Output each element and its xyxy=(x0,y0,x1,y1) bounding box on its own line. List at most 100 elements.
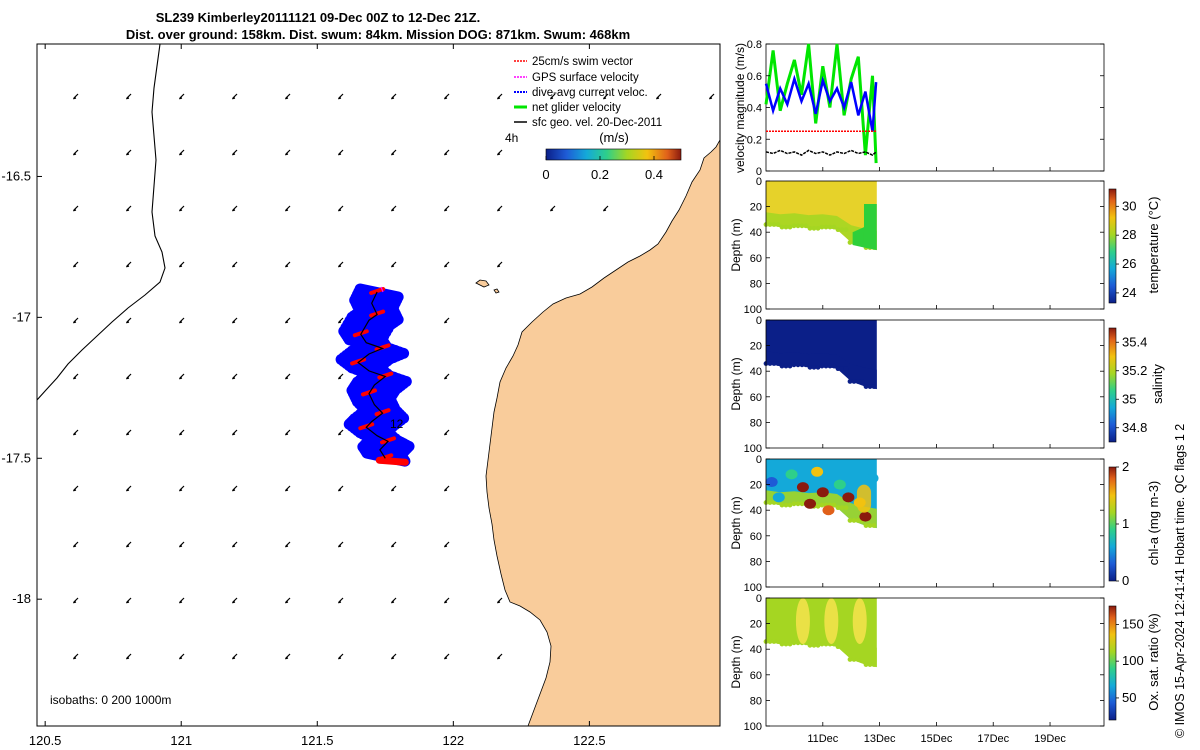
sfc-velocity-arrow-head xyxy=(497,265,501,268)
sfc-velocity-arrow-head xyxy=(126,657,130,660)
oxygen-edge-dot xyxy=(855,657,861,662)
temperature-ylabel: Depth (m) xyxy=(729,218,743,271)
oxygen-edge-dot xyxy=(823,641,829,647)
sfc-velocity-arrow-head xyxy=(444,209,448,212)
sfc-velocity-arrow xyxy=(338,541,344,547)
sfc-velocity-arrow xyxy=(709,93,715,99)
oxygen-y-tick-label: 100 xyxy=(744,721,762,733)
chla-edge-dot xyxy=(835,505,841,511)
map-colorbar-tick-label: 0 xyxy=(542,167,549,182)
sfc-velocity-arrow xyxy=(73,261,79,267)
oxygen-edge-dot xyxy=(871,662,877,667)
sfc-velocity-arrow xyxy=(232,429,238,435)
sfc-velocity-arrow xyxy=(497,597,503,603)
chla-patch xyxy=(816,487,829,498)
map-x-tick-label: 122 xyxy=(442,733,464,748)
map-y-tick-label: -17.5 xyxy=(1,450,31,465)
map-colorbar-tick-label: 0.2 xyxy=(591,167,609,182)
sfc-velocity-arrow xyxy=(179,93,185,99)
legend-sfc: sfc geo. vel. 20-Dec-2011 xyxy=(532,117,662,129)
sfc-velocity-arrow-head xyxy=(232,601,236,604)
sfc-velocity-arrow xyxy=(232,653,238,659)
temperature-edge-dot xyxy=(779,224,785,230)
salinity-deep-field xyxy=(766,351,877,390)
legend-gps: GPS surface velocity xyxy=(532,72,639,84)
sfc-velocity-arrow-head xyxy=(338,377,342,380)
chla-frame xyxy=(765,458,1105,588)
velocity-y-tick-label: 0.2 xyxy=(747,134,762,146)
sfc-velocity-arrow-head xyxy=(497,601,501,604)
title-line-2: Dist. over ground: 158km. Dist. swum: 84… xyxy=(126,27,630,42)
chla-colorbar-tick-label: 0 xyxy=(1122,573,1129,588)
sfc-velocity-arrow-head xyxy=(179,97,183,100)
sfc-velocity-arrow xyxy=(73,317,79,323)
salinity-y-tick-label: 40 xyxy=(750,366,762,378)
salinity-edge-dot xyxy=(807,364,813,370)
chla-edge-dot xyxy=(831,502,837,508)
chla-patch xyxy=(785,469,798,480)
salinity-edge-dot xyxy=(831,363,837,369)
salinity-edge-dot xyxy=(775,361,781,366)
temperature-edge-dot xyxy=(811,225,817,231)
sfc-velocity-arrow xyxy=(338,261,344,267)
chla-patch xyxy=(765,477,778,488)
chla-deep-field xyxy=(766,490,877,529)
day-label: 12 xyxy=(390,417,404,431)
sfc-velocity-arrow xyxy=(285,373,291,379)
sfc-velocity-arrow-head xyxy=(179,433,183,436)
time-series-panels: 0 0.2 0.4 0.6 0.8 velocity magnitude (m/s) 0… xyxy=(729,39,1165,745)
sfc-velocity-arrow-head xyxy=(126,153,130,156)
chla-y-tick-label: 100 xyxy=(744,582,762,594)
sfc-velocity-arrow xyxy=(285,429,291,435)
sfc-velocity-arrow xyxy=(232,317,238,323)
sfc-velocity-arrow xyxy=(73,485,79,491)
sfc-velocity-arrow-head xyxy=(126,97,130,100)
map-colorbar-label: (m/s) xyxy=(599,130,629,145)
sfc-velocity-arrow xyxy=(338,317,344,323)
sfc-velocity-arrow-head xyxy=(126,601,130,604)
chla-patch xyxy=(842,492,855,503)
oxygen-frame xyxy=(765,597,1105,727)
oxygen-colorbar-tick-label: 100 xyxy=(1122,653,1144,668)
salinity-edge-dot xyxy=(823,363,829,369)
sfc-velocity-arrow xyxy=(444,485,450,491)
sfc-velocity-arrow xyxy=(444,541,450,547)
oxygen-edge-dot xyxy=(859,657,865,662)
sfc-velocity-arrow-head xyxy=(497,209,501,212)
map-y-tick-label: -18 xyxy=(12,591,31,606)
velocity-series xyxy=(764,43,878,164)
oxygen-edge-dot xyxy=(863,662,869,667)
chla-edge-dot xyxy=(855,518,861,523)
sfc-velocity-arrow xyxy=(338,149,344,155)
copyright-note: © IMOS 15-Apr-2024 12:41:41 Hobart time.… xyxy=(1173,424,1187,738)
salinity-edge-dot xyxy=(871,384,877,389)
sfc-velocity-arrow xyxy=(338,373,344,379)
title-line-1: SL239 Kimberley20111121 09-Dec 00Z to 12… xyxy=(156,10,480,25)
sfc-velocity-arrow-head xyxy=(444,433,448,436)
temperature-edge-dot xyxy=(835,227,841,233)
temperature-panel: 0 20 40 60 80 100 Depth (m) 24 26 28 30 temperature… xyxy=(729,176,1161,316)
oxygen-edge-dot xyxy=(847,657,853,662)
sfc-velocity-arrow-head xyxy=(338,601,342,604)
sfc-velocity-arrow xyxy=(444,205,450,211)
sfc-velocity-arrow-head xyxy=(73,209,77,212)
sfc-velocity-arrow xyxy=(338,597,344,603)
chla-edge-dot xyxy=(815,503,821,509)
sfc-velocity-arrow-head xyxy=(232,265,236,268)
oxygen-y-tick-label: 0 xyxy=(756,593,762,605)
sfc-velocity-arrow-head xyxy=(285,601,289,604)
sfc-velocity-arrow-head xyxy=(444,265,448,268)
sfc-velocity-arrow xyxy=(391,261,397,267)
oxygen-edge-dot xyxy=(771,639,777,644)
salinity-y-tick-label: 80 xyxy=(750,417,762,429)
temperature-edge-dot xyxy=(767,222,773,227)
sfc-velocity-arrow xyxy=(232,205,238,211)
sfc-velocity-arrow xyxy=(179,205,185,211)
sfc-velocity-arrow xyxy=(179,429,185,435)
glider-track xyxy=(335,283,415,467)
oxygen-y-tick-label: 80 xyxy=(750,695,762,707)
sfc-velocity-arrow xyxy=(444,93,450,99)
sfc-velocity-arrow xyxy=(73,429,79,435)
sfc-velocity-arrow-head xyxy=(444,545,448,548)
sfc-velocity-arrow xyxy=(232,541,238,547)
